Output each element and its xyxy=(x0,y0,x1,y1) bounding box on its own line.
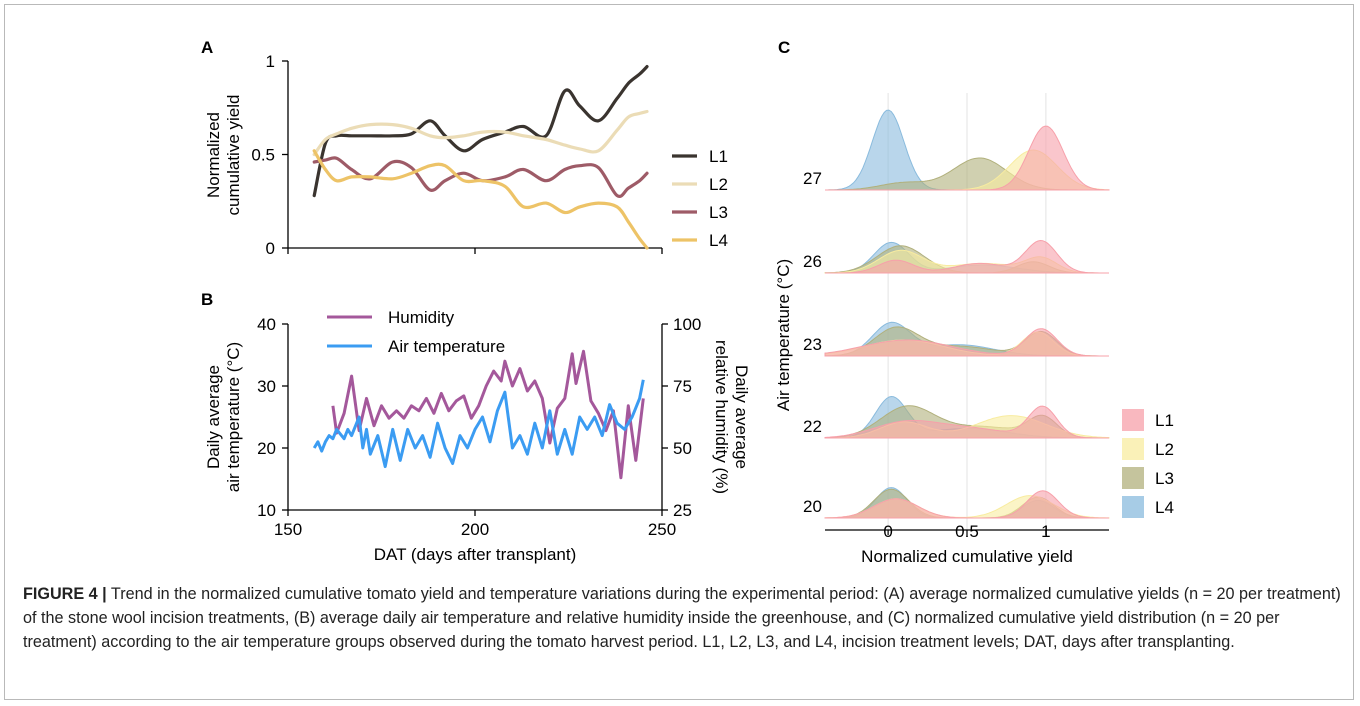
panel-b-y2-tick-label: 100 xyxy=(673,315,701,334)
figure-caption: FIGURE 4 | Trend in the normalized cumul… xyxy=(23,582,1345,654)
panel-b-y2-tick-label: 50 xyxy=(673,439,692,458)
panel-c-legend-label-l1: L1 xyxy=(1155,411,1174,430)
panel-c-legend-label-l3: L3 xyxy=(1155,469,1174,488)
panel-b-x-tick-label: 250 xyxy=(648,520,676,539)
panel-b-legend-label-air-temperature: Air temperature xyxy=(388,337,505,356)
panel-b-y2-tick-label: 25 xyxy=(673,501,692,520)
panel-a-line-l2 xyxy=(312,109,649,157)
panel-a-chart: 0 0.5 1 Normalizedcumulative yield L1 L2 L3 L4 xyxy=(204,52,728,258)
panel-b-y-axis-label-line: Daily average xyxy=(204,365,223,469)
panel-label-b: B xyxy=(201,290,213,309)
panel-b-legend-label-humidity: Humidity xyxy=(388,308,455,327)
panel-b-y-tick-label: 10 xyxy=(257,501,276,520)
panel-a-y-tick-label: 1 xyxy=(266,52,275,71)
panel-c-group-label: 23 xyxy=(803,335,822,354)
panel-c-density-l1-23 xyxy=(824,328,1109,357)
panel-b-y-axis-label: Daily averageair temperature (°C) xyxy=(204,342,243,492)
panel-c-legend-swatch-l1 xyxy=(1122,409,1144,431)
panel-b-x-tick-label: 150 xyxy=(274,520,302,539)
panel-c-group-label: 22 xyxy=(803,417,822,436)
panel-b-x-tick-label: 200 xyxy=(461,520,489,539)
panel-a-y-axis-label-line: Normalized xyxy=(204,112,223,198)
panel-a-legend-label-l1: L1 xyxy=(709,147,728,166)
panel-c-group-label: 26 xyxy=(803,252,822,271)
panel-c-x-tick-label: 0.5 xyxy=(955,522,979,541)
panel-b-y-axis-label-line: air temperature (°C) xyxy=(224,342,243,492)
panel-c-x-axis-label: Normalized cumulative yield xyxy=(861,547,1073,566)
panel-a-y-tick-label: 0.5 xyxy=(251,146,275,165)
panel-c-group-label: 20 xyxy=(803,497,822,516)
figure-canvas: A B C 0 0.5 1 Normalizedcumulative yield L1 L… xyxy=(201,38,1174,566)
panel-c-legend-swatch-l4 xyxy=(1122,496,1144,518)
panel-b-line-humidity xyxy=(331,349,645,480)
panel-c-density-l1-20 xyxy=(824,490,1109,519)
panel-c-legend-label-l2: L2 xyxy=(1155,440,1174,459)
panel-b-y-tick-label: 40 xyxy=(257,315,276,334)
panel-c-group-label: 27 xyxy=(803,169,822,188)
panel-b-x-axis-label: DAT (days after transplant) xyxy=(374,545,577,564)
panel-b-y2-tick-label: 75 xyxy=(673,377,692,396)
panel-a-line-l4 xyxy=(312,149,649,250)
panel-b-y2-axis-label-line: relative humidity (%) xyxy=(712,340,731,494)
panel-c-density-l1-22 xyxy=(824,405,1109,439)
panel-a-y-tick-label: 0 xyxy=(266,239,275,258)
panel-b-y-tick-label: 30 xyxy=(257,377,276,396)
panel-a-y-axis-label: Normalizedcumulative yield xyxy=(204,95,243,216)
panel-c-density-l1-26 xyxy=(825,239,1109,274)
panel-a-y-axis-label-line: cumulative yield xyxy=(224,95,243,216)
panel-a-legend-label-l4: L4 xyxy=(709,231,728,250)
panel-b-chart: 10 20 30 40 25 50 75 100 150 200 250 DAT (days afte… xyxy=(204,308,751,564)
panel-b-line-air-temperature xyxy=(312,379,645,469)
panel-b-y2-axis-label-line: Daily average xyxy=(732,365,751,469)
panel-a-legend-label-l2: L2 xyxy=(709,175,728,194)
panel-c-legend-swatch-l2 xyxy=(1122,438,1144,460)
panel-label-c: C xyxy=(778,38,790,57)
panel-a-legend-label-l3: L3 xyxy=(709,203,728,222)
panel-b-y2-axis-label: Daily averagerelative humidity (%) xyxy=(712,340,751,494)
panel-c-chart: 0 0.5 1 Normalized cumulative yield Air temp… xyxy=(774,93,1174,566)
panel-c-x-tick-label: 0 xyxy=(883,522,892,541)
caption-figure-label: FIGURE 4 | xyxy=(23,585,107,603)
caption-text: Trend in the normalized cumulative tomat… xyxy=(23,585,1341,651)
panel-b-y-tick-label: 20 xyxy=(257,439,276,458)
panel-a-line-l1 xyxy=(312,65,649,198)
panel-c-legend-label-l4: L4 xyxy=(1155,498,1174,517)
panel-c-legend-swatch-l3 xyxy=(1122,467,1144,489)
panel-label-a: A xyxy=(201,38,213,57)
panel-c-x-tick-label: 1 xyxy=(1041,522,1050,541)
panel-c-density-l1-27 xyxy=(825,125,1110,191)
figure-frame: A B C 0 0.5 1 Normalizedcumulative yield L1 L… xyxy=(4,4,1354,700)
panel-c-y-axis-label: Air temperature (°C) xyxy=(774,259,793,411)
